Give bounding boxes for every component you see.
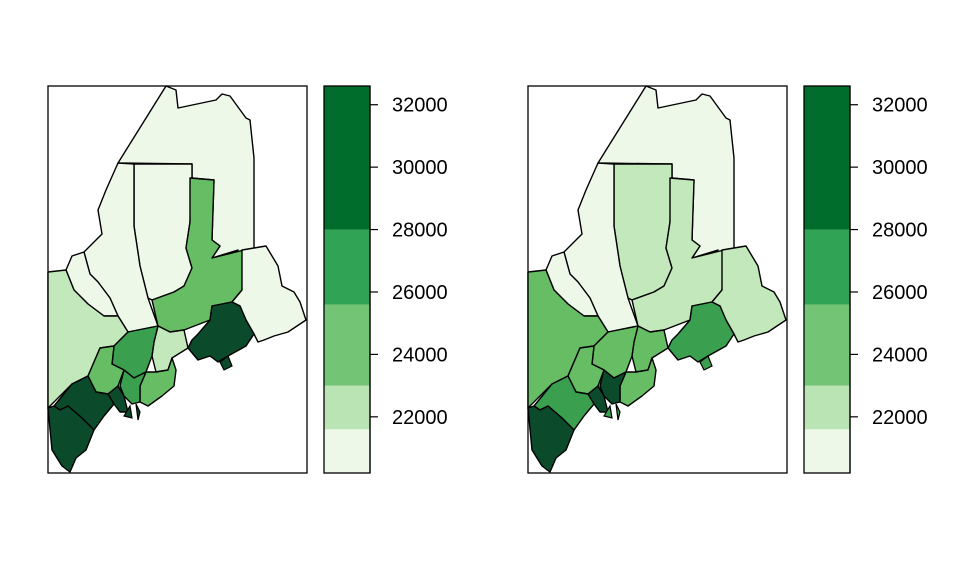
legend-tick-label: 22000 [392, 407, 448, 429]
legend-bin-0 [804, 429, 850, 473]
county-penobscot [151, 177, 245, 333]
legend-bin-3 [324, 229, 370, 305]
county-hancock [187, 301, 255, 363]
counties [527, 85, 787, 473]
left-map: 22000 24000 26000 28000 30000 32000 [47, 85, 448, 474]
county-york [47, 405, 95, 473]
legend-tick-label: 26000 [872, 282, 928, 304]
legend-colorbar: 22000 24000 26000 28000 30000 32000 [803, 85, 928, 474]
legend-bin-4 [324, 86, 370, 230]
legend-bin-1 [324, 385, 370, 430]
legend-colorbar: 22000 24000 26000 28000 30000 32000 [323, 85, 448, 474]
right-map: 22000 24000 26000 28000 30000 32000 [527, 85, 928, 474]
county-lincoln [599, 369, 627, 405]
counties [47, 85, 307, 473]
legend-tick-label: 24000 [872, 344, 928, 366]
legend-bin-2 [324, 304, 370, 386]
legend-bin-2 [804, 304, 850, 386]
legend-bin-0 [324, 429, 370, 473]
legend-tick-label: 30000 [392, 157, 448, 179]
legend-tick-label: 28000 [392, 220, 448, 242]
island-1 [123, 404, 133, 419]
county-penobscot [631, 177, 725, 333]
legend-tick-label: 32000 [392, 95, 448, 117]
legend-bin-4 [804, 86, 850, 230]
legend-tick-label: 26000 [392, 282, 448, 304]
legend-tick-label: 24000 [392, 344, 448, 366]
legend-tick-label: 32000 [872, 95, 928, 117]
island-2 [135, 403, 141, 421]
island-1 [603, 404, 613, 419]
legend-tick-label: 28000 [872, 220, 928, 242]
legend-tick-label: 22000 [872, 407, 928, 429]
legend-tick-label: 30000 [872, 157, 928, 179]
county-york [527, 405, 575, 473]
legend-bin-3 [804, 229, 850, 305]
island-2 [615, 403, 621, 421]
county-hancock [667, 301, 735, 363]
island-0 [219, 355, 233, 371]
legend-bin-1 [804, 385, 850, 430]
county-lincoln [119, 369, 147, 405]
island-0 [699, 355, 713, 371]
